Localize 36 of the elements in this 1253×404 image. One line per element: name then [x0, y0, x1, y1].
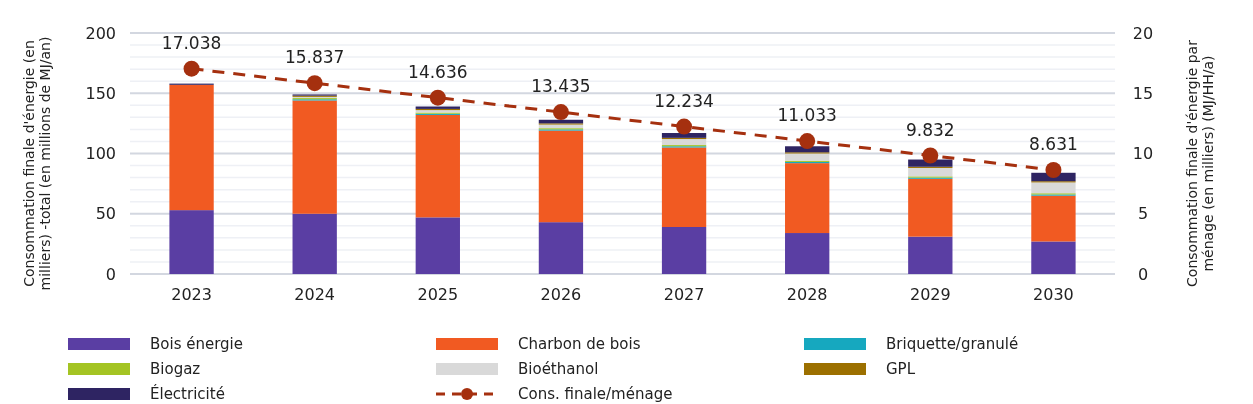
data-label: 14.636	[408, 61, 468, 82]
legend-label: Bioéthanol	[518, 360, 599, 379]
legend-label: Cons. finale/ménage	[518, 385, 673, 404]
y2-tick-label: 0	[1137, 264, 1149, 284]
legend-label: Bois énergie	[150, 335, 244, 354]
data-label: 8.631	[1029, 134, 1078, 154]
x-tick-label: 2030	[1033, 285, 1074, 304]
y2-tick-label: 10	[1132, 144, 1154, 164]
x-tick-label: 2027	[663, 285, 705, 304]
x-tick-label: 2024	[294, 285, 336, 304]
legend-label: GPL	[886, 360, 916, 379]
y-axis-title: Consommation finale d'énergie (en milliers) -total (en millions de MJ/an)	[20, 36, 54, 291]
x-tick-label: 2028	[786, 285, 828, 304]
y-tick-label: 100	[85, 144, 116, 164]
data-label: 13.435	[531, 76, 591, 97]
y-tick-label: 150	[85, 83, 116, 103]
legend-label: Briquette/granulé	[886, 335, 1019, 354]
data-label: 9.832	[905, 119, 955, 140]
y-tick-label: 200	[85, 23, 116, 43]
x-tick-label: 2023	[171, 285, 212, 304]
y-tick-label: 50	[95, 204, 116, 224]
x-tick-label: 2025	[417, 285, 459, 304]
y2-tick-label: 5	[1137, 204, 1149, 224]
y2-axis-title: Consommation finale d'énergie par ménage (en milliers) (MJ/HH/a)	[1183, 39, 1217, 287]
data-label: 12.234	[654, 90, 714, 111]
y-tick-label: 0	[105, 264, 116, 284]
legend-label: Biogaz	[150, 360, 201, 379]
x-tick-label: 2029	[909, 285, 951, 304]
legend-label: Charbon de bois	[518, 335, 641, 354]
legend-label: Électricité	[150, 384, 225, 404]
y2-tick-label: 15	[1132, 83, 1154, 103]
data-label: 17.038	[161, 32, 222, 53]
y2-tick-label: 20	[1132, 23, 1154, 43]
data-label: 11.033	[777, 105, 837, 126]
x-tick-label: 2026	[540, 285, 582, 304]
data-label: 15.837	[284, 47, 345, 68]
